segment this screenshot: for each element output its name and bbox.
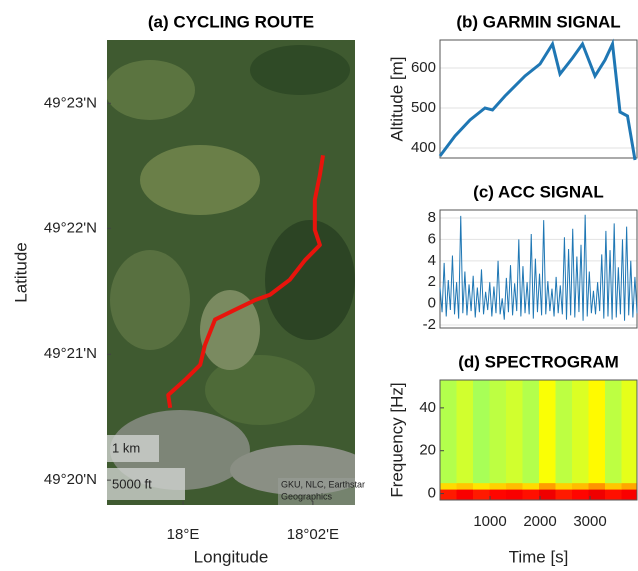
y-tick-label: 2: [428, 273, 436, 290]
route-line: [166, 154, 326, 409]
spectrogram-cell: [539, 489, 556, 501]
y-tick-label: 49°20'N: [44, 471, 97, 488]
spectrogram-cell: [621, 482, 638, 490]
y-tick-label: 500: [411, 99, 436, 116]
scale-box: [107, 435, 159, 462]
panel-title: (c) ACC SIGNAL: [473, 182, 604, 201]
attribution-box: [278, 478, 355, 505]
spectrogram-cell: [440, 489, 457, 501]
spectrogram-cell: [522, 482, 540, 490]
y-tick-label: -2: [423, 316, 436, 333]
y-tick-label: 0: [428, 485, 436, 502]
attribution: Geographics: [281, 491, 333, 501]
y-tick-label: 6: [428, 230, 436, 247]
spectrogram-cell: [506, 380, 523, 484]
spectrogram-cell: [456, 482, 474, 490]
spectrogram-cell: [473, 489, 490, 501]
y-tick-label: 49°23'N: [44, 94, 97, 111]
spectrogram-cell: [555, 482, 573, 490]
scale-label: 1 km: [112, 440, 140, 455]
x-axis-label: Time [s]: [509, 547, 569, 566]
x-tick-label: 2000: [523, 513, 556, 530]
y-tick-label: 49°22'N: [44, 219, 97, 236]
plot-frame: [439, 39, 638, 159]
spectrogram-cell: [621, 380, 638, 484]
y-tick-label: 8: [428, 209, 436, 226]
y-tick-label: 600: [411, 59, 436, 76]
spectrogram-cell: [456, 489, 474, 501]
spectrogram-cell: [489, 482, 507, 490]
x-tick-label: 18°E: [167, 526, 200, 543]
y-axis-label: Frequency [Hz]: [387, 382, 406, 497]
spectrogram-cell: [588, 380, 606, 484]
spectrogram-cell: [588, 489, 606, 501]
y-tick-label: 400: [411, 139, 436, 156]
spectrogram-cell: [572, 489, 589, 501]
scale-label: 5000 ft: [112, 476, 152, 491]
panel-title: (d) SPECTROGRAM: [458, 352, 619, 371]
spectrogram-cell: [473, 482, 490, 490]
spectrogram-cell: [555, 489, 573, 501]
spectrogram-cell: [572, 380, 589, 484]
spectrogram-cell: [489, 489, 507, 501]
y-tick-label: 0: [428, 295, 436, 312]
x-tick-label: 1000: [473, 513, 506, 530]
spectrogram-cell: [605, 380, 622, 484]
x-tick-label: 3000: [573, 513, 606, 530]
panel-title: (b) GARMIN SIGNAL: [456, 12, 620, 31]
spectrogram-cell: [539, 482, 556, 490]
spectrogram-cell: [506, 489, 523, 501]
spectrogram-cell: [605, 482, 622, 490]
spectrogram-cell: [473, 380, 490, 484]
spectrogram-cell: [522, 380, 540, 484]
spectrogram-cell: [539, 380, 556, 484]
altitude-line: [438, 38, 637, 161]
spectrogram-cell: [506, 482, 523, 490]
map-imagery: [107, 40, 355, 505]
attribution: GKU, NLC, Earthstar: [281, 479, 365, 489]
spectrogram-cell: [440, 380, 457, 484]
spectrogram-cell: [440, 482, 457, 490]
spectrogram-cell: [456, 380, 474, 484]
x-tick-label: 18°02'E: [287, 526, 339, 543]
plot-frame: [439, 209, 638, 329]
y-tick-label: 20: [419, 442, 436, 459]
spectrogram-cell: [572, 482, 589, 490]
plot-frame: [439, 379, 638, 501]
y-tick-label: 49°21'N: [44, 345, 97, 362]
y-tick-label: 4: [428, 252, 436, 269]
spectrogram-cell: [489, 380, 507, 484]
y-axis-label: Altitude [m]: [387, 56, 406, 141]
spectrogram-cell: [621, 489, 638, 501]
y-tick-label: 40: [419, 399, 436, 416]
x-axis-label: Longitude: [194, 547, 269, 566]
y-axis-label: Latitude: [11, 242, 30, 303]
spectrogram-cell: [522, 489, 540, 501]
spectrogram-cell: [605, 489, 622, 501]
scale-box: [107, 468, 185, 500]
acc-signal: [439, 214, 638, 321]
spectrogram-cell: [555, 380, 573, 484]
spectrogram-cell: [588, 482, 606, 490]
panel-title: (a) CYCLING ROUTE: [148, 12, 314, 31]
